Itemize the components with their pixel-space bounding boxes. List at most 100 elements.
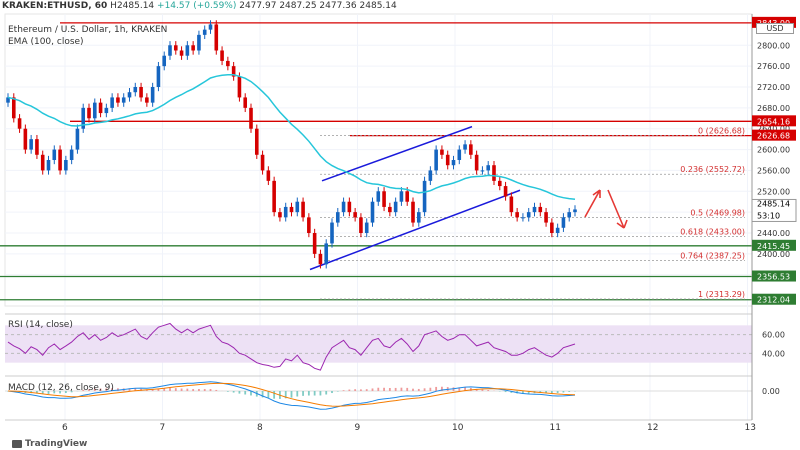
level-price-box	[752, 270, 796, 282]
macd-line	[7, 381, 576, 410]
macd-histogram-bar	[458, 387, 461, 391]
candle-body	[226, 60, 230, 67]
macd-histogram-bar	[128, 388, 131, 391]
macd-histogram-bar	[244, 391, 247, 395]
level-price-label: 2415.45	[757, 242, 790, 251]
candle-body	[422, 180, 427, 213]
macd-histogram-bar	[302, 391, 304, 396]
macd-histogram-bar	[313, 391, 316, 396]
macd-histogram-bar	[215, 389, 218, 391]
candle-body	[23, 128, 28, 150]
macd-histogram-bar	[99, 388, 102, 391]
candle-body	[231, 66, 236, 77]
rsi-band	[5, 325, 752, 363]
price-tick-label: 2520.00	[757, 187, 790, 196]
macd-histogram-bar	[41, 391, 44, 395]
macd-histogram-bar	[481, 389, 484, 391]
candle-body	[121, 97, 126, 103]
ohlc-change: +14.57 (+0.59%)	[157, 1, 237, 11]
candle-body	[6, 97, 10, 103]
candle-body	[295, 201, 300, 213]
candle-body	[301, 201, 305, 218]
candle-body	[46, 160, 51, 171]
price-tick-label: 2440.00	[757, 229, 790, 238]
candle-body	[173, 45, 178, 51]
level-price-label: 2485.14	[757, 199, 790, 208]
ema-polyline	[7, 73, 576, 201]
rsi-tick-label: 40.00	[762, 349, 785, 358]
macd-histogram-bar	[394, 387, 397, 391]
candle-body	[278, 212, 282, 218]
candle-body	[214, 24, 219, 51]
candle-body	[561, 217, 566, 228]
price-tick-label: 2400.00	[757, 250, 790, 259]
price-tick-label: 2600.00	[757, 146, 790, 155]
fib-label: 0.236 (2552.72)	[680, 165, 745, 174]
candle-body	[40, 154, 45, 171]
level-price-label: 53:10	[757, 211, 780, 220]
candle-body	[260, 154, 265, 171]
candle-body	[324, 243, 329, 265]
candle-body	[220, 50, 224, 61]
current-price-box	[751, 198, 797, 222]
macd-histogram-bar	[348, 389, 351, 391]
macd-histogram-bar	[464, 387, 466, 391]
forecast-arrow-up	[584, 189, 601, 218]
macd-histogram-bar	[82, 389, 85, 391]
candle-body	[486, 165, 491, 171]
candle-body	[156, 66, 161, 87]
macd-histogram-bar	[267, 391, 270, 398]
level-price-box	[752, 129, 796, 141]
currency-label[interactable]: USD	[756, 23, 794, 34]
macd-histogram-bar	[383, 387, 385, 391]
candle-body	[434, 149, 438, 171]
candle-body	[289, 206, 294, 213]
macd-histogram-bar	[151, 389, 154, 391]
chart-title: Ethereum / U.S. Dollar, 1h, KRAKEN	[8, 25, 168, 35]
signal-line	[7, 382, 576, 407]
ohlc-l-value: 2477.36	[319, 1, 357, 11]
level-price-box	[752, 239, 796, 251]
time-tick-label: 10	[452, 423, 464, 433]
tradingview-brand[interactable]: TradingView	[12, 439, 87, 449]
time-tick-label: 8	[257, 423, 263, 433]
candle-body	[202, 29, 207, 35]
macd-histogram-bar	[417, 388, 420, 391]
macd-histogram-bar	[435, 386, 438, 391]
macd-histogram-bar	[377, 387, 380, 391]
candle-body	[307, 217, 311, 233]
price-tick-label: 2800.00	[757, 41, 790, 50]
time-tick-label: 12	[647, 423, 658, 433]
candle-body	[341, 201, 346, 213]
macd-histogram-bar	[307, 391, 310, 396]
candle-body	[150, 87, 155, 103]
level-price-label: 2626.68	[757, 132, 790, 141]
macd-histogram-bar	[36, 391, 38, 394]
macd-histogram-bar	[232, 391, 235, 393]
candle-body	[185, 45, 190, 56]
fib-label: 1 (2313.29)	[698, 290, 745, 299]
candle-body	[191, 45, 195, 51]
candle-body	[145, 97, 149, 103]
candle-body	[17, 118, 22, 129]
candle-body	[243, 97, 248, 108]
symbol-label: KRAKEN:ETHUSD, 60	[2, 1, 108, 11]
price-tick-label: 2760.00	[757, 62, 790, 71]
candle-body	[75, 128, 80, 150]
time-tick-label: 13	[745, 423, 756, 433]
candle-body	[440, 149, 444, 155]
price-tick-label: 2680.00	[757, 104, 790, 113]
candle-body	[521, 217, 525, 219]
forecast-arrow-down	[607, 189, 628, 229]
price-tick-label: 2640.00	[757, 125, 790, 134]
macd-histogram-bar	[226, 391, 229, 392]
macd-histogram-bar	[556, 391, 559, 394]
candle-body	[272, 180, 276, 213]
macd-histogram-bar	[441, 386, 443, 391]
tradingview-logo-icon	[12, 439, 22, 448]
macd-histogram-bar	[70, 391, 73, 393]
candle-body	[283, 206, 288, 218]
rsi-panel: 60.00 40.00	[5, 313, 785, 371]
macd-histogram-bar	[545, 391, 547, 393]
